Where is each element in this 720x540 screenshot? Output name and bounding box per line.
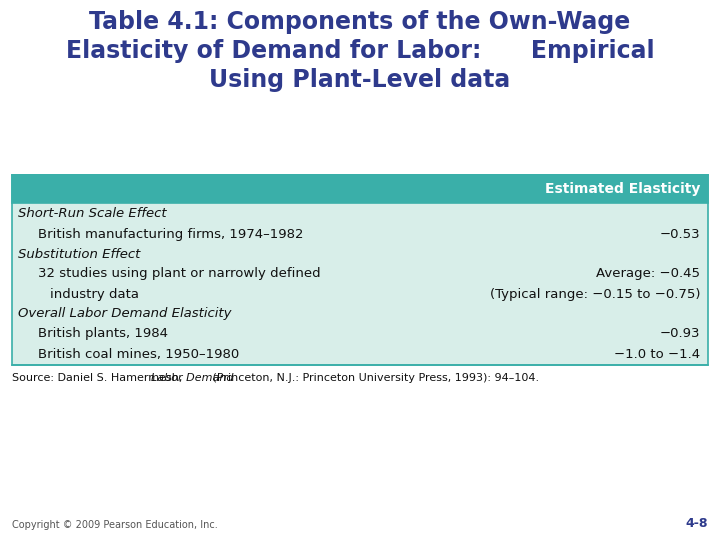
Bar	[12, 175, 708, 365]
Text: Labor Demand: Labor Demand	[151, 373, 234, 383]
Text: Overall Labor Demand Elasticity: Overall Labor Demand Elasticity	[18, 307, 232, 320]
Text: Substitution Effect: Substitution Effect	[18, 248, 140, 261]
Text: Source: Daniel S. Hamermesh,: Source: Daniel S. Hamermesh,	[12, 373, 186, 383]
Text: British plants, 1984: British plants, 1984	[38, 327, 168, 340]
Text: Estimated Elasticity: Estimated Elasticity	[544, 182, 700, 196]
Text: Copyright © 2009 Pearson Education, Inc.: Copyright © 2009 Pearson Education, Inc.	[12, 520, 217, 530]
Text: Average: −0.45: Average: −0.45	[596, 267, 700, 280]
Text: −1.0 to −1.4: −1.0 to −1.4	[614, 348, 700, 361]
Text: (Typical range: −0.15 to −0.75): (Typical range: −0.15 to −0.75)	[490, 288, 700, 301]
Text: 4-8: 4-8	[685, 517, 708, 530]
Text: British manufacturing firms, 1974–1982: British manufacturing firms, 1974–1982	[38, 228, 304, 241]
Text: Table 4.1: Components of the Own-Wage
Elasticity of Demand for Labor:      Empir: Table 4.1: Components of the Own-Wage El…	[66, 10, 654, 91]
Text: (Princeton, N.J.: Princeton University Press, 1993): 94–104.: (Princeton, N.J.: Princeton University P…	[209, 373, 539, 383]
Text: 32 studies using plant or narrowly defined: 32 studies using plant or narrowly defin…	[38, 267, 320, 280]
Bar	[12, 175, 708, 203]
Text: Short-Run Scale Effect: Short-Run Scale Effect	[18, 207, 166, 220]
Text: British coal mines, 1950–1980: British coal mines, 1950–1980	[38, 348, 239, 361]
Text: −0.53: −0.53	[660, 228, 700, 241]
Text: industry data: industry data	[50, 288, 139, 301]
Text: −0.93: −0.93	[660, 327, 700, 340]
